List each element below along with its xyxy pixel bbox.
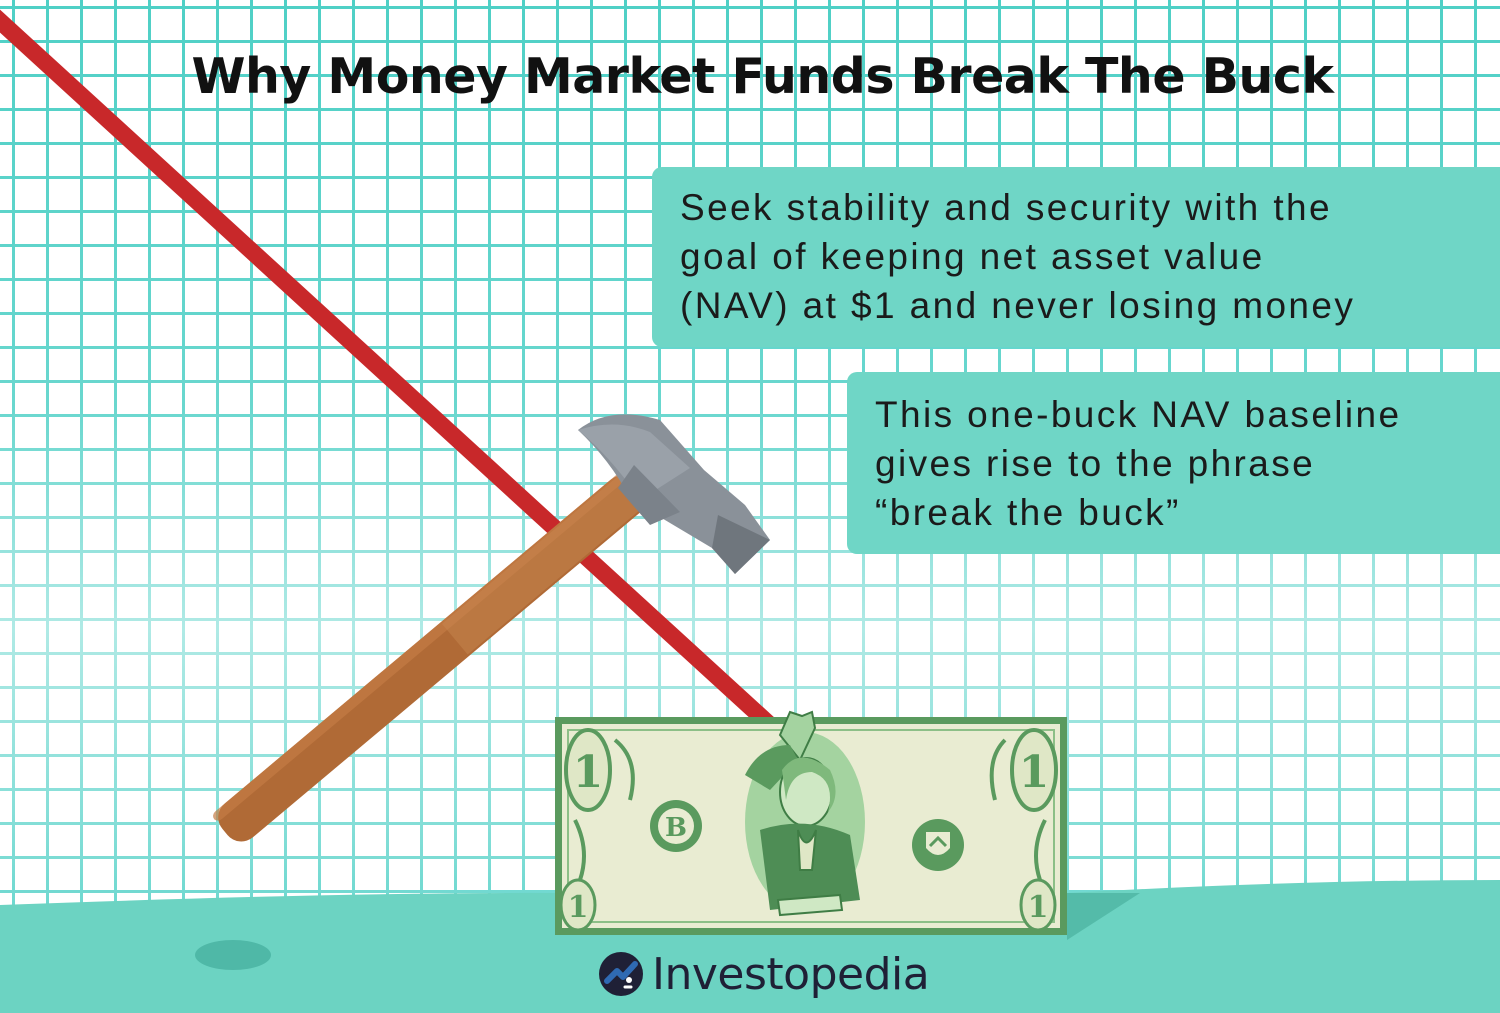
investopedia-logo-icon [599,952,643,996]
callout-stability: Seek stability and security with the goa… [652,167,1500,347]
svg-text:1: 1 [1019,747,1050,798]
bill-treasury-seal [912,819,964,871]
bill-corner-bottom-left: 1 [559,878,597,932]
svg-text:1: 1 [1028,890,1049,925]
callout-line: goal of keeping net asset value [680,236,1265,277]
svg-text:B: B [665,813,687,843]
callout-line: Seek stability and security with the [680,187,1332,228]
brand-name: Investopedia [652,948,930,1000]
bill-seal-b: B [650,800,702,852]
callout-line: (NAV) at $1 and never losing money [680,285,1356,326]
callout-break-the-buck: This one-buck NAV baseline gives rise to… [847,372,1500,554]
bill-portrait-figure [745,710,860,917]
svg-text:1: 1 [568,890,589,925]
bill-corner-top-left: 1 [564,728,612,812]
hammer-shadow [195,940,271,970]
callout-line: gives rise to the phrase [875,443,1316,484]
callout-line: “break the buck” [875,492,1181,533]
page-title: Why Money Market Funds Break The Buck [191,48,1334,105]
svg-text:1: 1 [573,747,604,798]
bill-corner-bottom-right: 1 [1019,878,1057,932]
bill-corner-top-right: 1 [1010,728,1058,812]
investopedia-logo: Investopedia [598,944,930,1004]
callout-line: This one-buck NAV baseline [875,394,1402,435]
bill-shadow [1067,893,1140,940]
